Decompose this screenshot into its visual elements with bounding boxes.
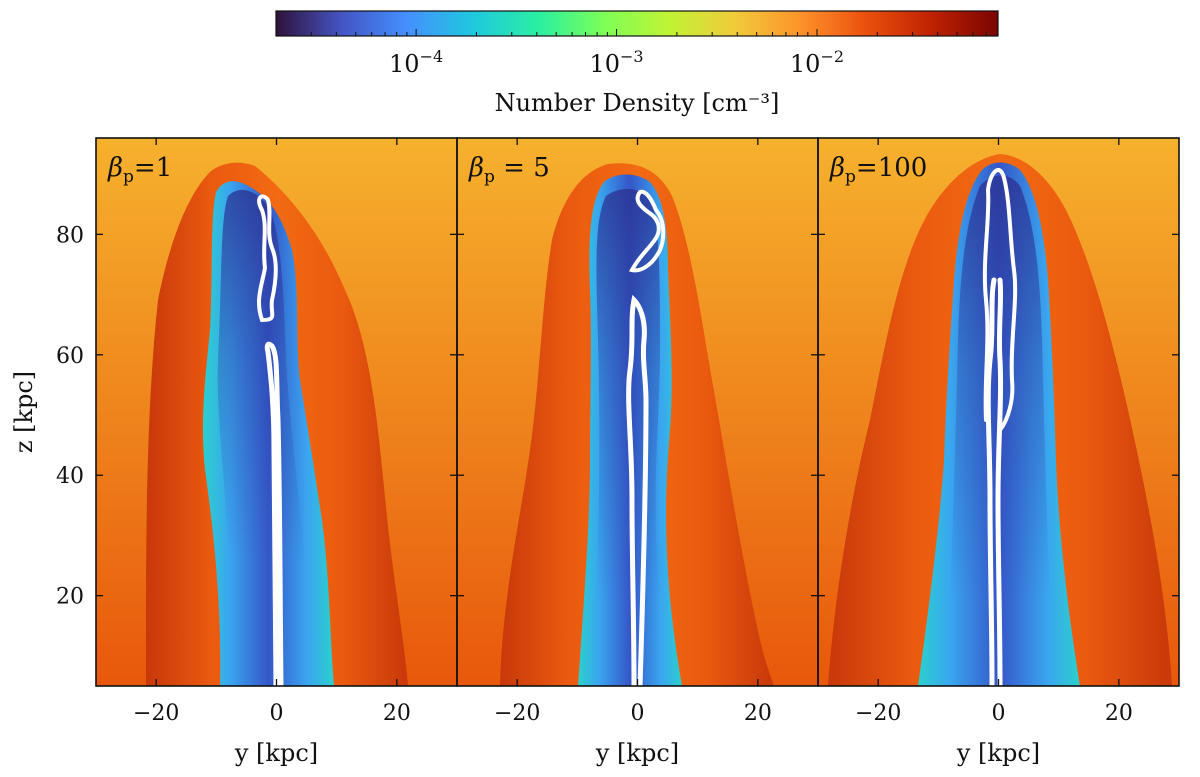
colorbar-ticks: 10−4 10−3 10−2 [275, 29, 999, 78]
colorbar-label: Number Density [cm⁻³] [495, 89, 780, 117]
x-tick-label: 20 [383, 701, 411, 726]
colorbar-tick-label: 10−3 [589, 47, 643, 78]
colorbar-tick-label: 10−4 [389, 47, 443, 78]
x-axis-labels: −20 0 20 y [kpc] 20 40 60 80 −20 0 20 y [kpc] −20 0 20… [56, 223, 1133, 767]
tracer-jet [985, 277, 1004, 686]
x-tick-label: 20 [744, 701, 772, 726]
panel-beta-label: βp=1 [107, 153, 172, 187]
x-tick-label: 0 [992, 701, 1006, 726]
tracer-head [629, 189, 666, 273]
y-tick-label: 60 [56, 344, 84, 369]
x-tick-label: −20 [494, 701, 540, 726]
colorbar-bar [275, 10, 999, 37]
panel-labels: βp=1 βp = 5 βp=100 [107, 153, 927, 187]
tracer-head [982, 168, 1018, 432]
panel-frames [95, 137, 1180, 687]
x-axis-label: y [kpc] [956, 739, 1040, 767]
panel-beta-1 [96, 138, 457, 686]
panel-beta-label: βp=100 [829, 153, 927, 187]
y-tick-label: 40 [56, 464, 84, 489]
x-tick-label: 0 [631, 701, 645, 726]
x-tick-label: 20 [1105, 701, 1133, 726]
tracer-head [257, 194, 278, 323]
tracer-jet [626, 294, 649, 686]
colorbar: 10−4 10−3 10−2 Number Density [cm⁻³] [275, 10, 999, 117]
x-tick-label: −20 [133, 701, 179, 726]
y-tick-label: 20 [56, 585, 84, 610]
x-axis-label: y [kpc] [234, 739, 318, 767]
x-tick-label: 0 [270, 701, 284, 726]
panels [96, 138, 1179, 686]
lobe-core [217, 189, 304, 560]
colorbar-tick-label: 10−2 [790, 47, 844, 78]
x-tick-label: −20 [855, 701, 901, 726]
y-tick-label: 80 [56, 223, 84, 248]
panel-beta-label: βp = 5 [468, 153, 550, 187]
panel-beta-100 [818, 138, 1179, 686]
tracer-jet [264, 341, 284, 686]
y-axis-label: z [kpc] [10, 371, 38, 453]
x-axis-label: y [kpc] [595, 739, 679, 767]
panel-beta-5 [457, 138, 818, 686]
